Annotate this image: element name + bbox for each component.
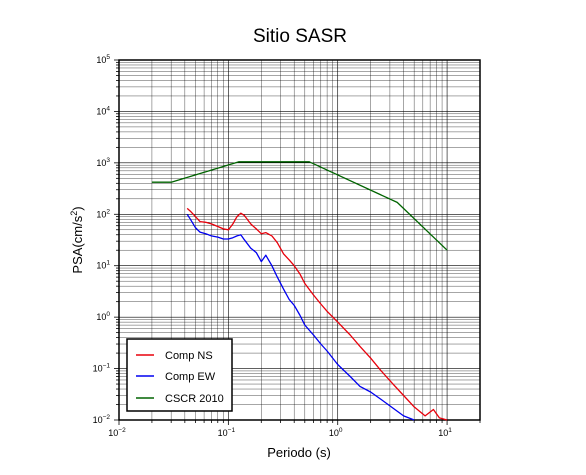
grid bbox=[118, 59, 481, 421]
y-tick-label: 104 bbox=[96, 105, 110, 116]
y-tick-label: 101 bbox=[96, 260, 110, 271]
series-line-comp-ew bbox=[186, 213, 415, 421]
y-tick-label-exp: 4 bbox=[106, 105, 110, 112]
legend-box bbox=[126, 338, 233, 412]
y-tick-label-exp: −2 bbox=[103, 414, 111, 421]
series-line-cscr-2010 bbox=[151, 161, 448, 251]
x-tick-label-exp: −1 bbox=[228, 427, 236, 434]
y-tick-label-exp: 5 bbox=[106, 54, 110, 61]
legend-label-cscr-2010: CSCR 2010 bbox=[165, 393, 224, 405]
y-tick-label: 10−1 bbox=[93, 363, 111, 374]
y-tick-label-base: 10 bbox=[96, 209, 106, 219]
x-tick-label: 10−2 bbox=[108, 427, 126, 438]
legend-label-comp-ew: Comp EW bbox=[165, 371, 216, 383]
x-tick-label-exp: 0 bbox=[339, 427, 343, 434]
y-tick-label-exp: 0 bbox=[106, 311, 110, 318]
y-tick-label: 10−2 bbox=[93, 414, 111, 425]
y-axis-label-exp: 2 bbox=[69, 211, 79, 216]
x-tick-label-base: 10 bbox=[329, 428, 339, 438]
y-tick-label-exp: −1 bbox=[103, 363, 111, 370]
series-line-comp-ns bbox=[186, 207, 448, 421]
x-axis-label: Periodo (s) bbox=[267, 445, 331, 460]
plot-frame bbox=[118, 59, 481, 421]
x-tick-label-base: 10 bbox=[438, 428, 448, 438]
y-tick-label-base: 10 bbox=[93, 364, 103, 374]
y-tick-label-base: 10 bbox=[93, 415, 103, 425]
y-tick-label-base: 10 bbox=[96, 106, 106, 116]
y-tick-label-exp: 3 bbox=[106, 157, 110, 164]
x-tick-label: 10−1 bbox=[218, 427, 236, 438]
x-tick-label-base: 10 bbox=[108, 428, 118, 438]
legend-label-comp-ns: Comp NS bbox=[165, 350, 213, 362]
x-tick-label-base: 10 bbox=[218, 428, 228, 438]
y-tick-label-exp: 1 bbox=[106, 260, 110, 267]
x-tick-label: 101 bbox=[438, 427, 452, 438]
x-tick-label: 100 bbox=[329, 427, 343, 438]
chart-title: Sitio SASR bbox=[253, 26, 347, 47]
y-tick-label: 105 bbox=[96, 54, 110, 65]
y-axis-label-base: PSA(cm/s bbox=[70, 215, 85, 273]
y-tick-label-base: 10 bbox=[96, 55, 106, 65]
y-tick-label: 103 bbox=[96, 157, 110, 168]
y-axis-label: PSA(cm/s2) bbox=[69, 206, 85, 273]
x-tick-label-exp: 1 bbox=[448, 427, 452, 434]
y-tick-label-base: 10 bbox=[96, 312, 106, 322]
y-tick-label: 102 bbox=[96, 208, 110, 219]
series-group bbox=[151, 161, 448, 421]
y-tick-label-exp: 2 bbox=[106, 208, 110, 215]
x-tick-label-exp: −2 bbox=[118, 427, 126, 434]
y-tick-label-base: 10 bbox=[96, 158, 106, 168]
y-axis-label-close: ) bbox=[70, 206, 85, 210]
y-tick-label-base: 10 bbox=[96, 261, 106, 271]
legend: Comp NS Comp EW CSCR 2010 bbox=[126, 338, 233, 412]
y-tick-label: 100 bbox=[96, 311, 110, 322]
